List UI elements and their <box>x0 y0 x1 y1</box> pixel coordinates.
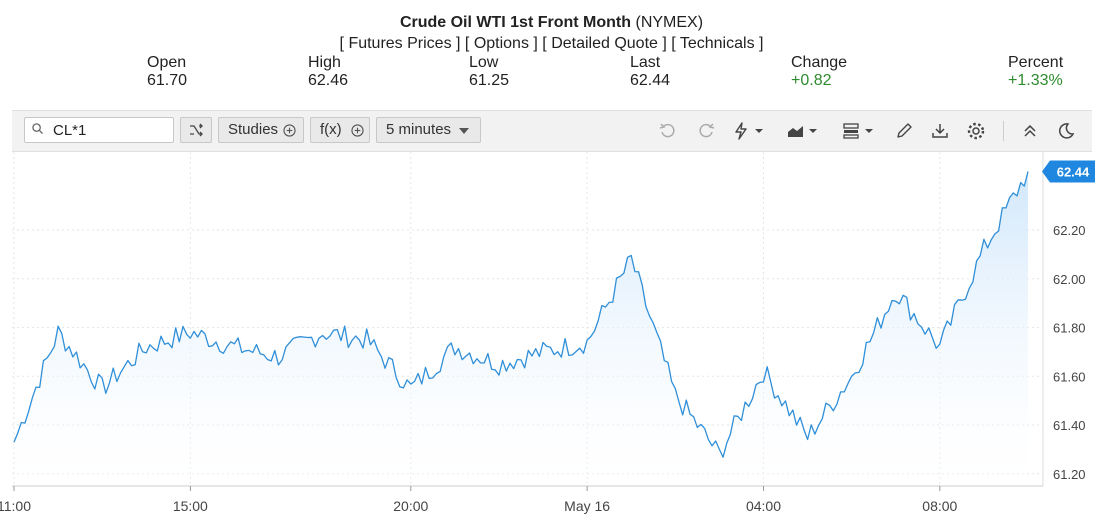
function-button[interactable]: f(x) <box>310 117 370 143</box>
y-axis: 61.20 61.40 61.60 61.80 62.00 62.20 <box>1053 223 1086 482</box>
stat-low-value: 61.25 <box>469 72 510 89</box>
link-technicals[interactable]: Technicals <box>679 35 755 52</box>
moon-icon[interactable] <box>1056 121 1076 141</box>
stat-last-label: Last <box>630 54 661 71</box>
studies-button[interactable]: Studies <box>218 117 304 143</box>
price-area <box>14 171 1028 486</box>
last-price-badge-label: 62.44 <box>1057 165 1090 180</box>
search-icon <box>32 123 43 134</box>
price-chart[interactable]: 61.20 61.40 61.60 61.80 62.00 62.20 11:00 15:0… <box>0 152 1103 517</box>
stat-last-value: 62.44 <box>630 72 671 89</box>
download-icon[interactable] <box>930 121 950 141</box>
plus-circle-icon <box>351 124 364 137</box>
price-chart-canvas: 61.20 61.40 61.60 61.80 62.00 62.20 11:00 15:0… <box>0 152 1095 514</box>
shuffle-icon <box>190 123 203 137</box>
y-tick-label: 61.40 <box>1053 418 1086 433</box>
y-tick-label: 61.20 <box>1053 467 1086 482</box>
pencil-icon[interactable] <box>894 121 914 141</box>
stat-low-label: Low <box>469 54 499 71</box>
link-futures-prices[interactable]: Futures Prices <box>348 35 452 52</box>
undo-icon[interactable] <box>658 121 678 141</box>
link-options[interactable]: Options <box>473 35 529 52</box>
collapse-icon[interactable] <box>1020 121 1040 141</box>
title-exchange: (NYMEX) <box>635 14 704 31</box>
link-detailed-quote[interactable]: Detailed Quote <box>551 35 658 52</box>
stat-open-value: 61.70 <box>147 72 188 89</box>
stat-change-value: +0.82 <box>791 72 832 89</box>
chart-title: Crude Oil WTI 1st Front Month (NYMEX) <box>0 14 1103 32</box>
compare-button[interactable] <box>180 117 212 143</box>
y-tick-label: 62.00 <box>1053 272 1086 287</box>
lightning-icon[interactable] <box>732 121 768 141</box>
function-label: f(x) <box>320 121 342 138</box>
last-price-badge-shape <box>1042 160 1095 183</box>
chevron-down-icon <box>459 128 469 134</box>
stat-percent-value: +1.33% <box>1008 72 1063 89</box>
x-axis: 11:00 15:00 20:00 May 16 04:00 08:00 <box>0 486 958 514</box>
x-tick-label: 08:00 <box>922 498 957 514</box>
plus-circle-icon <box>283 124 296 137</box>
layout-icon[interactable] <box>842 121 878 141</box>
redo-icon[interactable] <box>696 121 716 141</box>
x-tick-label: 11:00 <box>0 498 31 514</box>
stat-high-value: 62.46 <box>308 72 349 89</box>
chart-toolbar: Studies f(x) 5 minutes <box>12 110 1092 152</box>
stat-open-label: Open <box>147 54 187 71</box>
y-tick-label: 62.20 <box>1053 223 1086 238</box>
stat-change: Change +0.82 <box>791 54 847 90</box>
y-tick-label: 61.80 <box>1053 321 1086 336</box>
stat-high: High 62.46 <box>308 54 348 90</box>
quote-links: [ Futures Prices ] [ Options ] [ Detaile… <box>339 35 764 52</box>
x-tick-label: 15:00 <box>173 498 208 514</box>
symbol-input[interactable] <box>53 121 163 139</box>
x-tick-label: May 16 <box>564 498 610 514</box>
studies-label: Studies <box>228 121 279 138</box>
stat-high-label: High <box>308 54 341 71</box>
stat-open: Open 61.70 <box>147 54 187 90</box>
interval-label: 5 minutes <box>386 121 452 138</box>
interval-dropdown[interactable]: 5 minutes <box>376 117 481 143</box>
stat-low: Low 61.25 <box>469 54 509 90</box>
last-price-badge: 62.44 <box>1042 160 1095 183</box>
symbol-search[interactable] <box>24 117 174 143</box>
stat-percent-label: Percent <box>1008 54 1064 71</box>
y-tick-label: 61.60 <box>1053 369 1086 384</box>
stat-last: Last 62.44 <box>630 54 670 90</box>
stat-change-label: Change <box>791 54 848 71</box>
price-line <box>13 171 1029 458</box>
x-tick-label: 04:00 <box>746 498 781 514</box>
toolbar-divider <box>1003 121 1004 141</box>
x-tick-label: 20:00 <box>393 498 428 514</box>
stat-percent: Percent +1.33% <box>1008 54 1063 90</box>
title-main: Crude Oil WTI 1st Front Month <box>399 14 632 31</box>
gear-icon[interactable] <box>966 121 986 141</box>
area-chart-icon[interactable] <box>786 121 822 141</box>
